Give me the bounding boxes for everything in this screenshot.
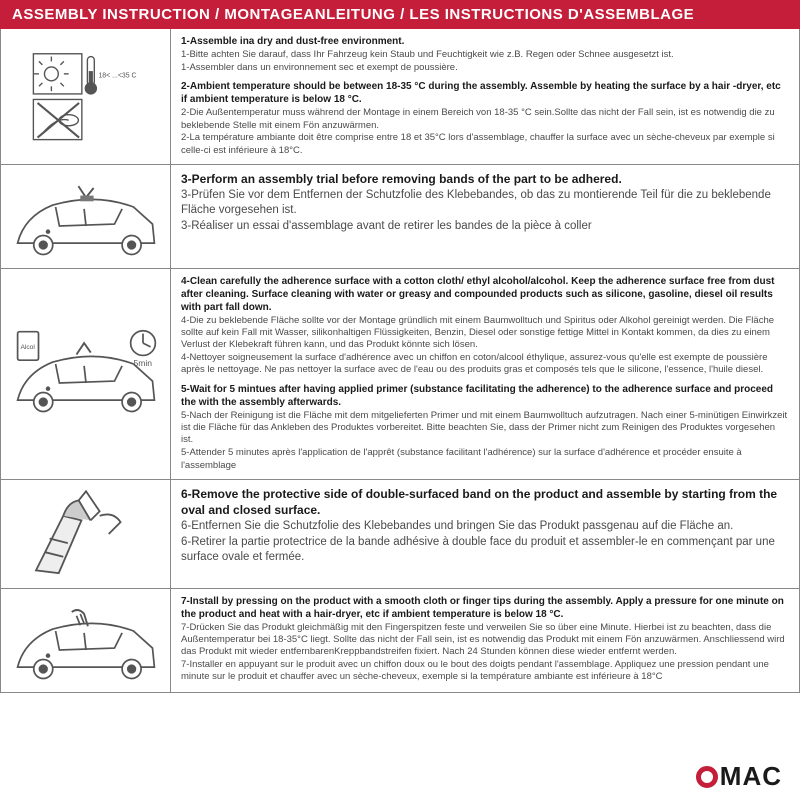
header-title: ASSEMBLY INSTRUCTION / MONTAGEANLEITUNG … bbox=[12, 6, 694, 23]
step-translation: 2-Die Außentemperatur muss während der M… bbox=[181, 107, 789, 132]
step-translation: 3-Réaliser un essai d'assemblage avant d… bbox=[181, 219, 789, 235]
step-translation: 7-Installer en appuyant sur le produit a… bbox=[181, 659, 789, 684]
car-press-icon bbox=[1, 589, 171, 692]
step-heading: 1-Assemble ina dry and dust-free environ… bbox=[181, 35, 789, 48]
step-translation: 6-Entfernen Sie die Schutzfolie des Kleb… bbox=[181, 519, 789, 535]
instruction-row: Alcol 5min 4-Clean carefully the adheren… bbox=[1, 269, 799, 480]
step-translation: 1-Bitte achten Sie darauf, dass Ihr Fahr… bbox=[181, 49, 789, 61]
instruction-text: 3-Perform an assembly trial before remov… bbox=[171, 165, 799, 268]
logo-o-icon bbox=[696, 766, 718, 788]
instruction-row: 3-Perform an assembly trial before remov… bbox=[1, 165, 799, 269]
step-translation: 1-Assembler dans un environnement sec et… bbox=[181, 62, 789, 74]
instruction-text: 6-Remove the protective side of double-s… bbox=[171, 480, 799, 588]
instruction-text: 1-Assemble ina dry and dust-free environ… bbox=[171, 29, 799, 164]
step-heading: 6-Remove the protective side of double-s… bbox=[181, 486, 789, 518]
step-block: 3-Perform an assembly trial before remov… bbox=[181, 171, 789, 235]
brand-logo: MAC bbox=[696, 761, 782, 792]
instruction-text: 7-Install by pressing on the product wit… bbox=[171, 589, 799, 692]
step-block: 2-Ambient temperature should be between … bbox=[181, 80, 789, 157]
step-translation: 5-Nach der Reinigung ist die Fläche mit … bbox=[181, 410, 789, 447]
instruction-text: 4-Clean carefully the adherence surface … bbox=[171, 269, 799, 479]
svg-text:18< ...<35 C: 18< ...<35 C bbox=[98, 73, 136, 80]
step-block: 1-Assemble ina dry and dust-free environ… bbox=[181, 35, 789, 74]
step-block: 5-Wait for 5 mintues after having applie… bbox=[181, 383, 789, 472]
step-heading: 7-Install by pressing on the product wit… bbox=[181, 595, 789, 621]
step-translation: 2-La température ambiante doit être comp… bbox=[181, 132, 789, 157]
peel-tape-icon bbox=[1, 480, 171, 588]
step-translation: 5-Attender 5 minutes après l'application… bbox=[181, 447, 789, 472]
instruction-rows: 18< ...<35 C 1-Assemble ina dry and dust… bbox=[0, 29, 800, 693]
step-translation: 3-Prüfen Sie vor dem Entfernen der Schut… bbox=[181, 188, 789, 219]
step-translation: 4-Die zu beklebende Fläche sollte vor de… bbox=[181, 315, 789, 352]
step-block: 6-Remove the protective side of double-s… bbox=[181, 486, 789, 566]
step-translation: 6-Retirer la partie protectrice de la ba… bbox=[181, 535, 789, 566]
step-heading: 3-Perform an assembly trial before remov… bbox=[181, 171, 789, 187]
svg-text:5min: 5min bbox=[133, 358, 152, 368]
step-block: 7-Install by pressing on the product wit… bbox=[181, 595, 789, 684]
step-block: 4-Clean carefully the adherence surface … bbox=[181, 275, 789, 377]
instruction-row: 18< ...<35 C 1-Assemble ina dry and dust… bbox=[1, 29, 799, 165]
svg-text:Alcol: Alcol bbox=[20, 344, 35, 351]
sun-thermo-icon: 18< ...<35 C bbox=[1, 29, 171, 164]
step-heading: 4-Clean carefully the adherence surface … bbox=[181, 275, 789, 314]
step-translation: 7-Drücken Sie das Produkt gleichmäßig mi… bbox=[181, 622, 789, 659]
header-bar: ASSEMBLY INSTRUCTION / MONTAGEANLEITUNG … bbox=[0, 0, 800, 29]
car-trial-icon bbox=[1, 165, 171, 268]
logo-text: MAC bbox=[720, 761, 782, 792]
step-heading: 5-Wait for 5 mintues after having applie… bbox=[181, 383, 789, 409]
instruction-row: 7-Install by pressing on the product wit… bbox=[1, 589, 799, 693]
car-clean-icon: Alcol 5min bbox=[1, 269, 171, 479]
step-translation: 4-Nettoyer soigneusement la surface d'ad… bbox=[181, 352, 789, 377]
step-heading: 2-Ambient temperature should be between … bbox=[181, 80, 789, 106]
instruction-row: 6-Remove the protective side of double-s… bbox=[1, 480, 799, 589]
